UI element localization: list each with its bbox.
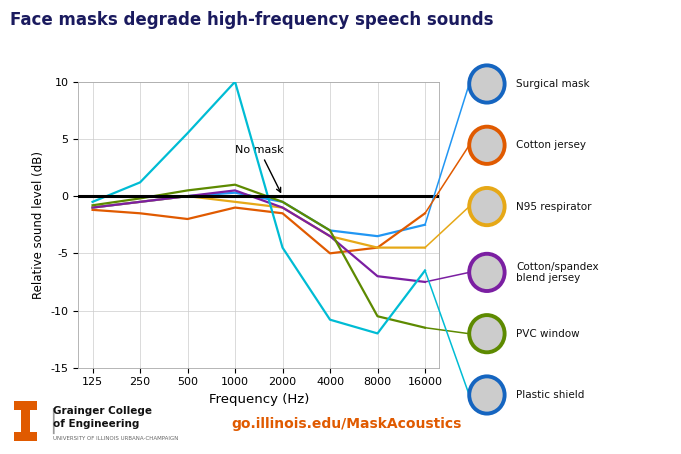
- Text: Cotton jersey: Cotton jersey: [516, 140, 586, 150]
- Y-axis label: Relative sound level (dB): Relative sound level (dB): [32, 151, 45, 299]
- Text: Grainger College
of Engineering: Grainger College of Engineering: [53, 406, 152, 429]
- Text: PVC window: PVC window: [516, 329, 580, 339]
- Text: UNIVERSITY OF ILLINOIS URBANA-CHAMPAIGN: UNIVERSITY OF ILLINOIS URBANA-CHAMPAIGN: [53, 436, 178, 441]
- Bar: [14, 432, 37, 441]
- Bar: [21, 410, 29, 432]
- Text: Face masks degrade high-frequency speech sounds: Face masks degrade high-frequency speech…: [10, 11, 494, 30]
- Text: No mask: No mask: [235, 145, 284, 192]
- Text: Cotton/spandex
blend jersey: Cotton/spandex blend jersey: [516, 262, 599, 283]
- Text: N95 respirator: N95 respirator: [516, 202, 592, 212]
- Text: │: │: [46, 408, 60, 434]
- Text: go.illinois.edu/MaskAcoustics: go.illinois.edu/MaskAcoustics: [232, 418, 462, 431]
- Text: Surgical mask: Surgical mask: [516, 79, 590, 89]
- Text: Plastic shield: Plastic shield: [516, 390, 584, 400]
- X-axis label: Frequency (Hz): Frequency (Hz): [208, 393, 309, 406]
- Bar: [14, 401, 37, 410]
